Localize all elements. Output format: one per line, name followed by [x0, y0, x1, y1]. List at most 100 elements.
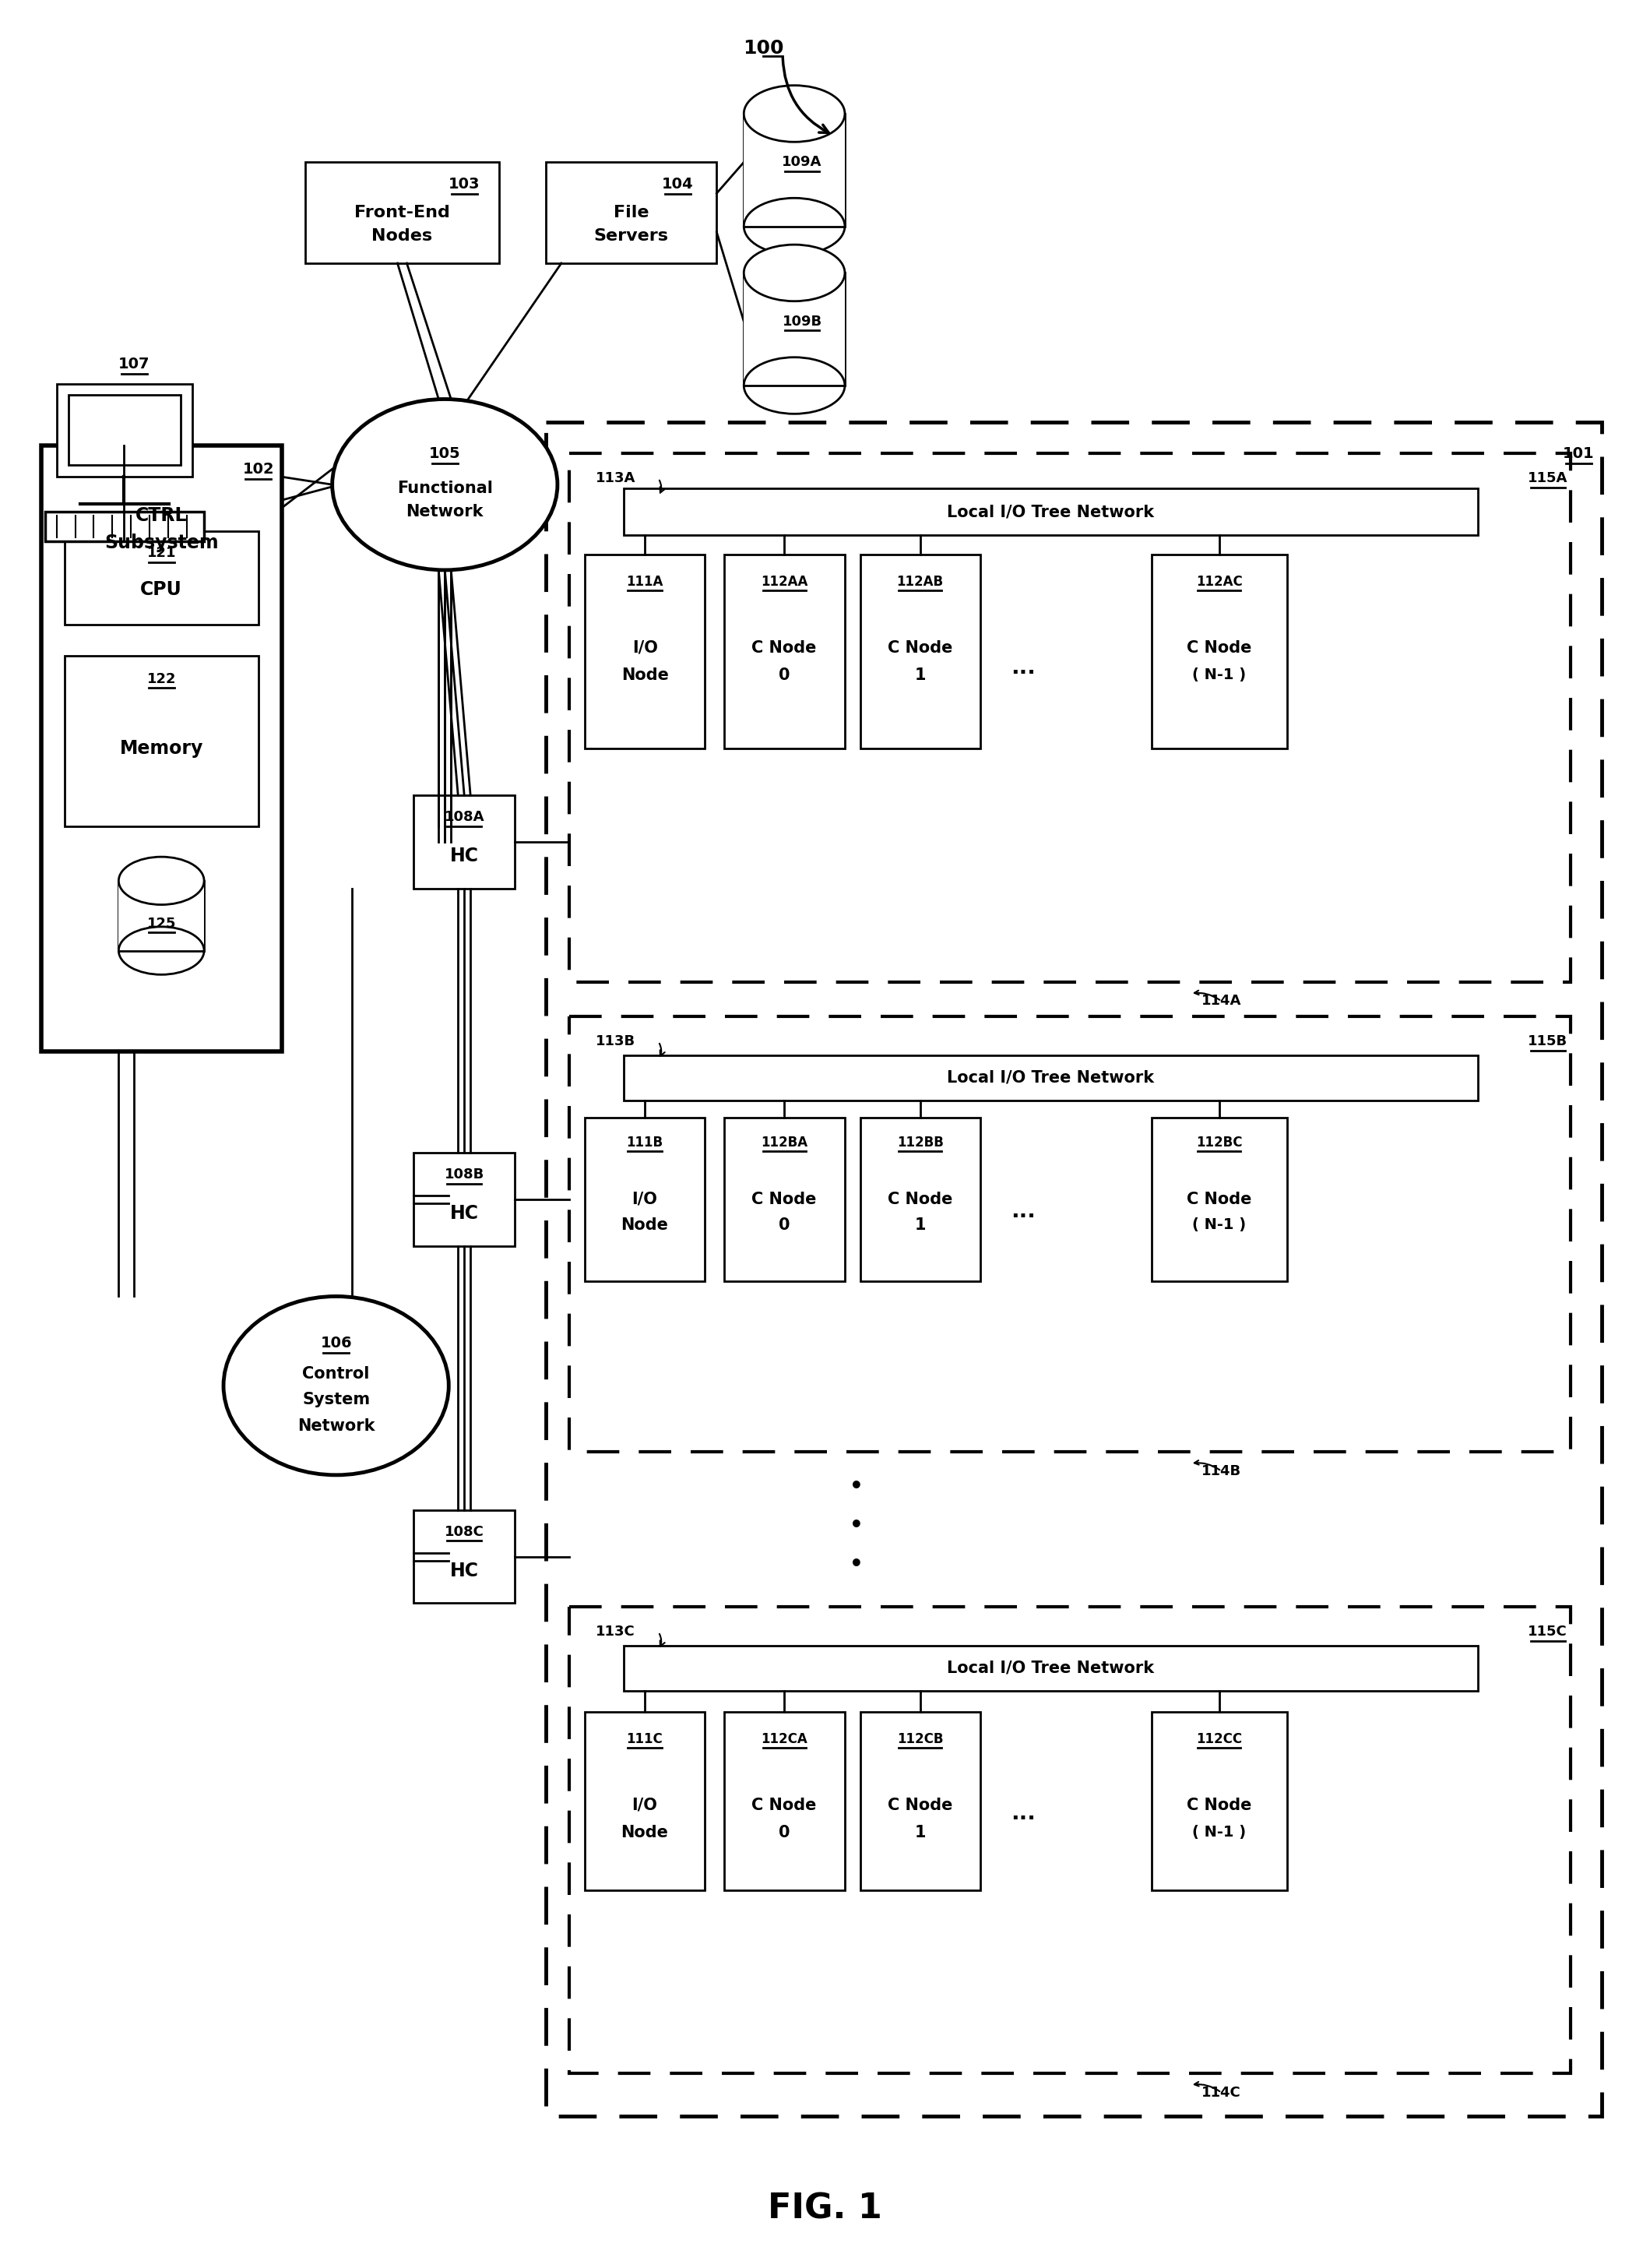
Text: Node: Node: [620, 667, 668, 683]
Text: 115C: 115C: [1528, 1624, 1568, 1640]
Bar: [119, 882, 205, 950]
Text: C Node: C Node: [752, 640, 817, 655]
Bar: [584, 553, 705, 748]
Text: 113C: 113C: [596, 1624, 635, 1640]
Text: C Node: C Node: [888, 1191, 952, 1207]
Text: 112AA: 112AA: [761, 574, 808, 590]
Text: HC: HC: [450, 1560, 478, 1581]
Text: 125: 125: [147, 916, 177, 930]
Bar: [68, 395, 182, 465]
Text: •: •: [850, 1515, 863, 1535]
Bar: [569, 1608, 1571, 2073]
Text: 107: 107: [119, 356, 150, 372]
Bar: [1152, 1712, 1287, 1892]
Text: 112AC: 112AC: [1196, 574, 1242, 590]
Text: 112CA: 112CA: [761, 1733, 807, 1746]
Text: 113A: 113A: [596, 472, 635, 485]
Bar: [724, 1712, 845, 1892]
Bar: [744, 113, 845, 225]
Text: 113B: 113B: [596, 1034, 635, 1048]
Text: 0: 0: [779, 1218, 790, 1234]
Bar: [1152, 553, 1287, 748]
Text: I/O: I/O: [632, 1796, 657, 1812]
Bar: [624, 1647, 1478, 1692]
Text: 1: 1: [914, 1218, 926, 1234]
Text: Node: Node: [620, 1823, 668, 1839]
Bar: [414, 796, 515, 889]
Ellipse shape: [744, 86, 845, 143]
Bar: [64, 655, 259, 826]
Text: Network: Network: [406, 503, 483, 519]
Text: 101: 101: [1563, 447, 1594, 460]
Text: 115B: 115B: [1528, 1034, 1568, 1048]
Text: System: System: [302, 1393, 370, 1408]
Text: 111B: 111B: [625, 1136, 663, 1150]
Text: Node: Node: [620, 1218, 668, 1234]
Text: Functional: Functional: [398, 481, 493, 497]
Bar: [860, 553, 980, 748]
Bar: [724, 553, 845, 748]
Ellipse shape: [744, 245, 845, 302]
Text: 108B: 108B: [444, 1168, 483, 1182]
Bar: [64, 531, 259, 624]
Text: 108C: 108C: [444, 1524, 483, 1538]
Text: Front-End: Front-End: [355, 204, 450, 220]
Text: Local I/O Tree Network: Local I/O Tree Network: [947, 1070, 1155, 1084]
Text: 102: 102: [243, 463, 274, 476]
Bar: [45, 513, 205, 542]
Bar: [744, 274, 845, 386]
Text: C Node: C Node: [1186, 1796, 1252, 1812]
Text: 114B: 114B: [1201, 1465, 1241, 1479]
Text: •: •: [850, 1554, 863, 1576]
Text: Servers: Servers: [594, 229, 668, 243]
Text: C Node: C Node: [1186, 640, 1252, 655]
Text: I/O: I/O: [632, 640, 658, 655]
Text: 103: 103: [449, 177, 480, 191]
Bar: [305, 163, 500, 263]
Text: 105: 105: [429, 447, 460, 460]
Text: 0: 0: [779, 1823, 790, 1839]
Text: C Node: C Node: [888, 1796, 952, 1812]
Text: Nodes: Nodes: [371, 229, 432, 243]
Bar: [744, 113, 845, 227]
Ellipse shape: [223, 1297, 449, 1474]
Text: 111A: 111A: [627, 574, 663, 590]
Text: C Node: C Node: [752, 1191, 817, 1207]
Text: FIG. 1: FIG. 1: [767, 2193, 881, 2225]
Text: 108A: 108A: [444, 810, 485, 823]
Bar: [56, 383, 193, 476]
Bar: [569, 454, 1571, 982]
Bar: [546, 163, 716, 263]
Bar: [119, 880, 205, 950]
Text: 112CC: 112CC: [1196, 1733, 1242, 1746]
Text: 106: 106: [320, 1336, 351, 1349]
Bar: [624, 1055, 1478, 1100]
Ellipse shape: [119, 857, 205, 905]
Text: Memory: Memory: [119, 739, 203, 758]
Text: 121: 121: [147, 547, 177, 560]
Text: I/O: I/O: [632, 1191, 657, 1207]
Text: 0: 0: [779, 667, 790, 683]
Text: 109A: 109A: [782, 154, 822, 170]
Text: Network: Network: [297, 1418, 375, 1433]
Bar: [414, 1152, 515, 1245]
Bar: [860, 1118, 980, 1281]
Text: ...: ...: [1011, 1200, 1036, 1222]
Text: •: •: [850, 1476, 863, 1497]
Bar: [569, 1016, 1571, 1452]
Ellipse shape: [332, 399, 558, 569]
Text: CPU: CPU: [140, 581, 182, 599]
Text: 114A: 114A: [1201, 993, 1241, 1009]
Text: HC: HC: [450, 1204, 478, 1222]
Bar: [584, 1118, 705, 1281]
Text: 112BB: 112BB: [898, 1136, 944, 1150]
Text: 111C: 111C: [627, 1733, 663, 1746]
Text: 109B: 109B: [782, 315, 822, 329]
Text: Local I/O Tree Network: Local I/O Tree Network: [947, 503, 1155, 519]
Bar: [41, 447, 282, 1052]
Text: 100: 100: [743, 39, 784, 57]
Text: 1: 1: [914, 1823, 926, 1839]
Text: ...: ...: [1011, 1803, 1036, 1823]
Bar: [724, 1118, 845, 1281]
Bar: [1152, 1118, 1287, 1281]
